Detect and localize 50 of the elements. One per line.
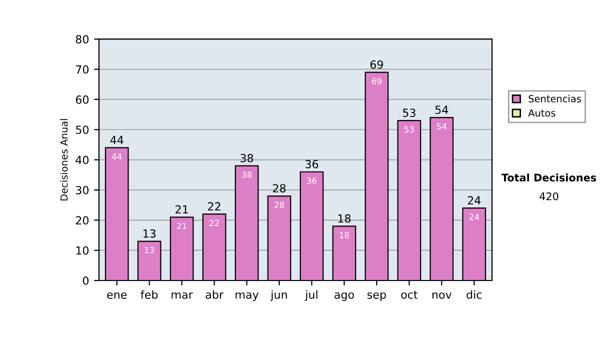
annotation: 69 [370,60,383,69]
data-label: 22 [210,220,219,226]
x-tick-label: may [236,292,259,301]
data-label: 13 [144,246,154,254]
x-tick-label: ene [107,292,127,299]
legend-label: Autos [528,109,556,117]
text: Total Decisiones [501,173,596,182]
legend-label: Sentencias [528,94,581,102]
x-tick-label: ago [334,292,354,301]
y-tick-label: 10 [76,246,89,255]
y-tick-label: 80 [76,35,89,44]
annotation: 44 [110,136,124,144]
data-label: 24 [469,214,479,220]
annotation: 24 [468,196,481,204]
data-label: 18 [340,232,349,238]
data-label: 28 [274,202,284,208]
data-label: 21 [177,222,186,230]
y-axis-title: Decisiones Anual [60,119,68,200]
y-tick-label: 60 [76,95,89,104]
x-tick-label: feb [140,290,158,299]
x-tick-label: sep [367,292,386,301]
data-label: 69 [372,78,382,84]
y-tick-label: 70 [76,65,89,74]
y-tick-label: 0 [82,276,89,285]
y-tick-label: 20 [76,216,89,225]
data-label: 53 [404,126,414,133]
y-tick-label: 30 [76,186,89,194]
annotation: 28 [273,184,286,192]
y-tick-label: 40 [76,156,89,164]
annotation: 13 [143,229,156,238]
data-label: 38 [242,172,252,178]
text: 420 [540,192,558,200]
x-tick-label: oct [401,290,418,299]
data-label: 36 [307,178,317,184]
x-tick-label: mar [172,292,193,299]
annotation: 36 [306,160,318,168]
x-tick-label: dic [466,290,482,299]
y-tick-label: 50 [76,126,89,134]
annotation: 21 [176,205,188,214]
x-tick-label: jul [304,290,318,301]
x-tick-label: jun [270,290,287,301]
annotation: 38 [240,154,254,162]
data-label: 54 [437,123,446,130]
annotation: 18 [338,214,351,223]
annotation: 22 [208,202,220,210]
data-label: 44 [112,154,122,160]
x-tick-label: abr [206,290,224,299]
annotation: 53 [402,108,416,118]
x-tick-label: nov [432,292,452,299]
annotation: 54 [435,106,448,114]
